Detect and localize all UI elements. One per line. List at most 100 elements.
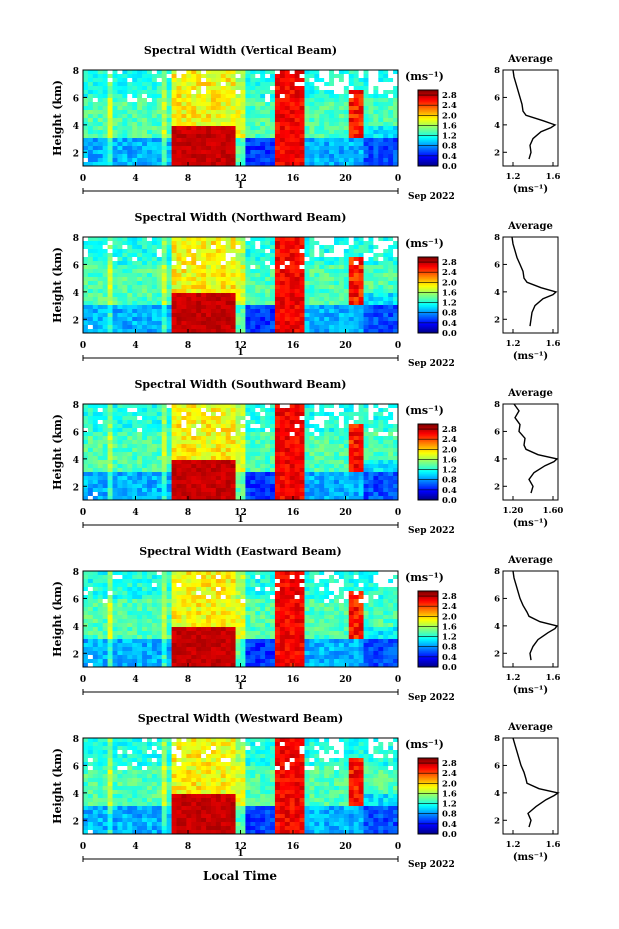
heatmap-cell [181, 289, 187, 294]
heatmap-cell [191, 329, 197, 334]
heatmap-cell [265, 134, 271, 139]
heatmap-cell [304, 464, 310, 469]
heatmap-cell [235, 261, 241, 266]
heatmap-cell [363, 70, 369, 75]
heatmap-cell [279, 325, 286, 330]
heatmap-cell [83, 70, 89, 75]
heatmap-cell [102, 293, 109, 298]
heatmap-cell [309, 126, 315, 131]
heatmap-cell [97, 146, 104, 151]
heatmap-cell [127, 464, 133, 469]
heatmap-cell [151, 106, 158, 111]
heatmap-cell [274, 317, 281, 322]
heatmap-cell [373, 118, 379, 123]
heatmap-cell [92, 639, 99, 644]
heatmap-cell [117, 480, 123, 485]
heatmap-cell [210, 496, 217, 501]
heatmap-cell [230, 94, 236, 99]
heatmap-cell [171, 309, 177, 314]
heatmap-cell [196, 321, 202, 326]
heatmap-cell [230, 329, 236, 334]
colorbar-segment [418, 494, 438, 497]
heatmap-cell [137, 265, 143, 270]
heatmap-cell [171, 90, 177, 95]
heatmap-cell [358, 448, 364, 453]
heatmap-cell [206, 154, 212, 159]
heatmap-cell [92, 472, 99, 477]
heatmap-cell [122, 484, 128, 489]
heatmap-cell [92, 86, 99, 91]
heatmap-cell [368, 281, 374, 286]
heatmap-cell [161, 86, 168, 91]
heatmap-cell [324, 456, 330, 461]
heatmap-cell [274, 253, 281, 258]
heatmap-cell [181, 134, 187, 139]
heatmap-cell [319, 277, 325, 282]
heatmap-cell [378, 408, 384, 413]
heatmap-cell [122, 297, 128, 302]
heatmap-cell [255, 293, 261, 298]
heatmap-cell [137, 452, 143, 457]
heatmap-cell [97, 162, 104, 167]
heatmap-cell [274, 118, 281, 123]
heatmap-cell [314, 301, 320, 306]
heatmap-cell [142, 162, 148, 167]
heatmap-cell [166, 150, 172, 155]
heatmap-cell [225, 317, 232, 322]
heatmap-cell [83, 480, 89, 485]
heatmap-cell [314, 98, 320, 103]
heatmap-cell [270, 492, 276, 497]
colorbar-segment [418, 436, 438, 439]
heatmap-cell [260, 432, 266, 437]
heatmap-cell [201, 325, 207, 330]
heatmap-cell [151, 408, 158, 413]
heatmap-cell [260, 440, 266, 445]
heatmap-cell [388, 309, 394, 314]
heatmap-cell [83, 643, 89, 648]
heatmap-cell [294, 464, 300, 469]
heatmap-cell [289, 313, 296, 318]
heatmap-cell [201, 444, 207, 449]
heatmap-cell [107, 257, 113, 262]
heatmap-cell [146, 456, 153, 461]
heatmap-cell [299, 496, 305, 501]
heatmap-cell [137, 313, 143, 318]
heatmap-cell [97, 94, 104, 99]
heatmap-cell [245, 468, 251, 473]
heatmap-cell [206, 440, 212, 445]
heatmap-cell [245, 237, 251, 242]
heatmap-cell [191, 452, 197, 457]
heatmap-cell [117, 456, 123, 461]
heatmap-cell [314, 261, 320, 266]
heatmap-cell [176, 444, 182, 449]
heatmap-cell [196, 464, 202, 469]
heatmap-cell [191, 325, 197, 330]
heatmap-cell [388, 428, 394, 433]
heatmap-cell [245, 102, 251, 107]
heatmap-cell [265, 313, 271, 318]
heatmap-cell [112, 301, 118, 306]
heatmap-cell [87, 289, 94, 294]
average-title: Average [507, 221, 553, 232]
heatmap-cell [206, 82, 212, 87]
heatmap-cell [265, 408, 271, 413]
heatmap-cell [294, 329, 300, 334]
colorbar-segment [418, 303, 438, 306]
heatmap-cell [92, 126, 99, 131]
heatmap-cell [324, 241, 330, 246]
heatmap-cell [289, 158, 296, 163]
heatmap-cell [270, 154, 276, 159]
heatmap-cell [338, 408, 345, 413]
heatmap-cell [92, 468, 99, 473]
heatmap-cell [87, 488, 94, 493]
heatmap-cell [181, 277, 187, 282]
heatmap-cell [122, 472, 128, 477]
heatmap-cell [279, 416, 286, 421]
heatmap-cell [166, 154, 172, 159]
heatmap-cell [309, 106, 315, 111]
heatmap-cell [368, 245, 374, 250]
heatmap-cell [181, 146, 187, 151]
heatmap-cell [201, 424, 207, 429]
heatmap-cell [87, 273, 94, 278]
heatmap-cell [112, 90, 118, 95]
